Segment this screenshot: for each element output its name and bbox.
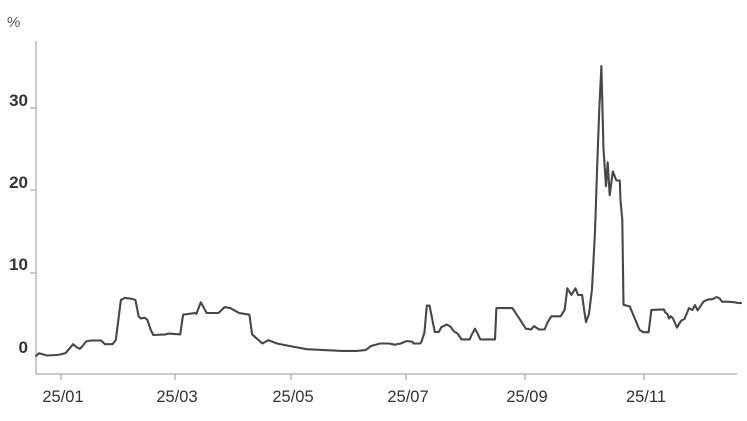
- svg-text:25/11: 25/11: [626, 388, 666, 406]
- svg-text:30: 30: [9, 91, 28, 110]
- svg-text:25/01: 25/01: [42, 388, 83, 406]
- svg-text:%: %: [7, 14, 20, 31]
- svg-text:20: 20: [9, 173, 28, 192]
- svg-text:10: 10: [9, 255, 28, 274]
- svg-text:25/03: 25/03: [156, 388, 197, 406]
- svg-text:0: 0: [19, 338, 28, 357]
- svg-text:25/05: 25/05: [272, 388, 313, 406]
- svg-text:25/07: 25/07: [387, 388, 428, 406]
- svg-text:25/09: 25/09: [506, 388, 547, 406]
